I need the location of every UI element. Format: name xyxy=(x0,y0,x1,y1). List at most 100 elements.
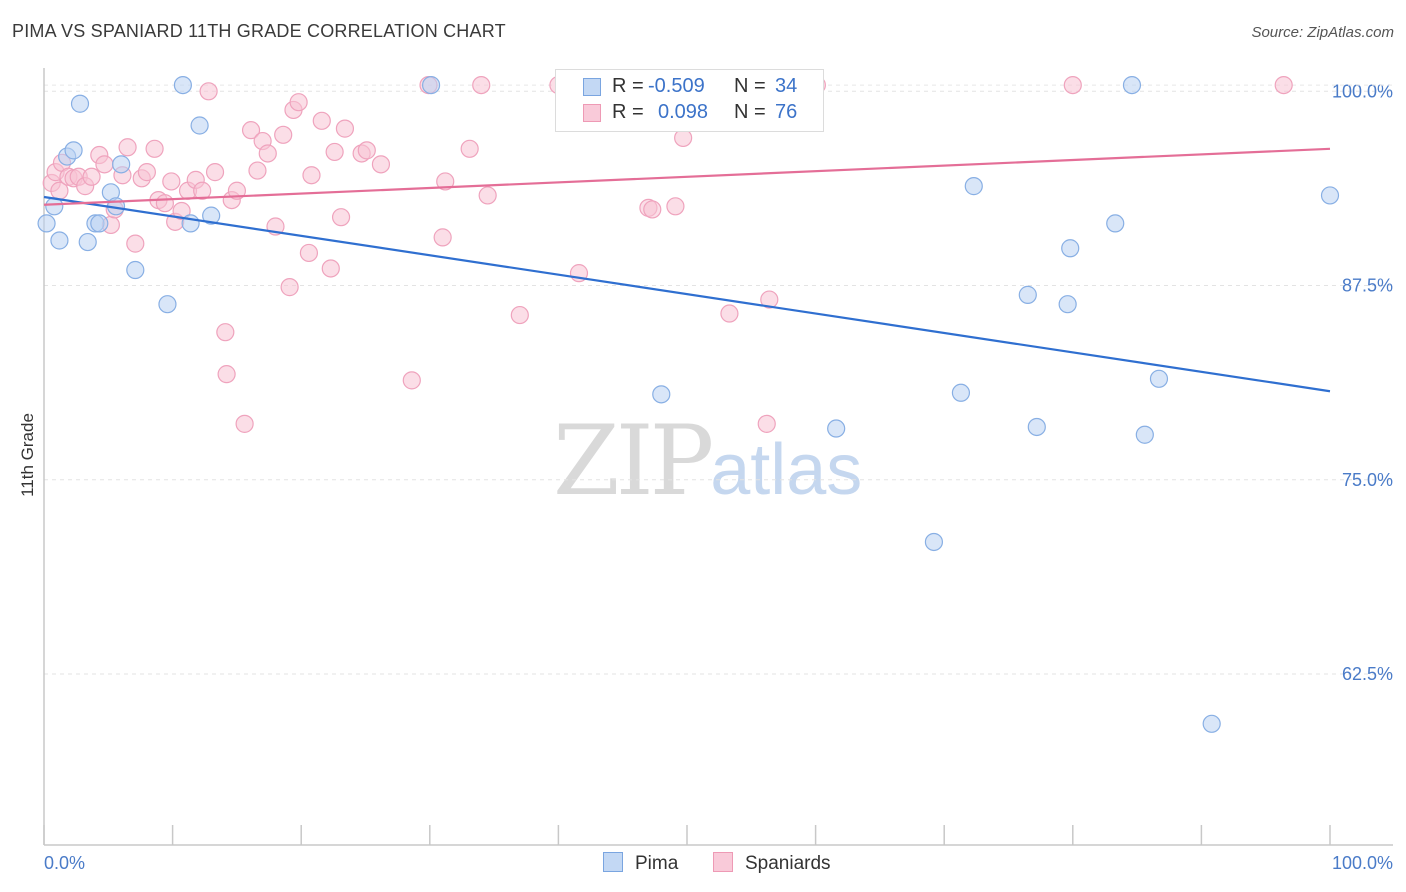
point-spaniards xyxy=(436,172,455,191)
point-pima xyxy=(64,141,83,160)
point-spaniards xyxy=(274,125,293,144)
point-pima xyxy=(190,116,209,135)
point-pima xyxy=(924,532,944,552)
bottom-legend-pima: Pima xyxy=(603,852,678,875)
point-spaniards xyxy=(95,155,114,174)
point-spaniards xyxy=(321,259,340,278)
legend-r-value-spaniards: 0.098 xyxy=(658,101,709,123)
point-spaniards xyxy=(1063,75,1082,95)
point-pima xyxy=(202,206,221,225)
legend-n-label: N = xyxy=(734,101,766,123)
y-tick-label: 62.5% xyxy=(1342,664,1393,684)
point-pima xyxy=(173,75,192,95)
point-spaniards xyxy=(302,166,321,185)
point-spaniards xyxy=(289,93,308,112)
point-pima xyxy=(951,383,971,402)
y-tick-label: 87.5% xyxy=(1342,276,1393,296)
point-spaniards xyxy=(216,323,235,342)
legend-r-label: R = xyxy=(612,101,644,123)
bottom-legend-label-spaniards: Spaniards xyxy=(745,853,831,874)
watermark-zip: ZIP xyxy=(553,405,714,517)
point-spaniards xyxy=(720,304,739,323)
point-pima xyxy=(112,155,131,174)
point-spaniards xyxy=(248,161,267,180)
point-pima xyxy=(1149,369,1169,388)
legend-n-value-pima: 34 xyxy=(775,75,798,97)
legend-n-value-spaniards: 76 xyxy=(775,101,798,123)
point-spaniards xyxy=(126,234,145,253)
point-spaniards xyxy=(325,142,344,162)
legend-r-label: R = xyxy=(612,75,644,97)
point-spaniards xyxy=(137,163,156,182)
point-pima xyxy=(1202,714,1221,733)
bottom-legend-spaniards: Spaniards xyxy=(713,852,831,875)
point-spaniards xyxy=(258,144,277,163)
bottom-legend-label-pima: Pima xyxy=(635,853,679,874)
trend-line-pima xyxy=(43,195,1331,393)
point-pima xyxy=(126,260,145,280)
point-spaniards xyxy=(241,121,261,140)
watermark-atlas: atlas xyxy=(710,430,863,510)
point-spaniards xyxy=(433,228,452,247)
point-spaniards xyxy=(193,181,212,200)
point-spaniards xyxy=(145,139,164,158)
point-pima xyxy=(1106,214,1125,233)
point-spaniards xyxy=(666,197,685,216)
point-spaniards xyxy=(643,200,662,219)
point-spaniards xyxy=(118,138,137,157)
point-spaniards xyxy=(205,163,225,182)
point-pima xyxy=(78,232,97,252)
y-tick-label: 100.0% xyxy=(1332,81,1393,101)
point-spaniards xyxy=(472,75,491,95)
point-spaniards xyxy=(510,305,529,325)
point-spaniards xyxy=(217,365,236,384)
point-spaniards xyxy=(357,141,376,160)
point-spaniards xyxy=(1274,75,1293,95)
point-pima xyxy=(70,94,90,113)
source-credit: Source: ZipAtlas.com xyxy=(1251,24,1394,41)
point-pima xyxy=(1122,75,1142,95)
point-pima xyxy=(158,295,177,314)
point-pima xyxy=(50,231,69,250)
point-spaniards xyxy=(172,201,191,221)
point-spaniards xyxy=(155,194,174,213)
bottom-legend-swatch-pima xyxy=(603,852,623,872)
point-spaniards xyxy=(312,111,331,130)
legend-n-label: N = xyxy=(734,75,766,97)
point-spaniards xyxy=(227,181,246,200)
point-spaniards xyxy=(335,119,355,138)
legend-swatch-pima xyxy=(583,78,601,96)
point-spaniards xyxy=(162,172,181,191)
point-pima xyxy=(964,177,983,196)
point-pima xyxy=(37,214,56,233)
point-pima xyxy=(90,214,109,233)
point-spaniards xyxy=(402,371,421,390)
trend-line-spaniards xyxy=(43,147,1331,206)
point-spaniards xyxy=(280,278,299,297)
legend-swatch-spaniards xyxy=(583,104,601,122)
correlation-legend: R = -0.509 N = 34 R = 0.098 N = 76 xyxy=(555,69,824,132)
point-pima xyxy=(1058,295,1077,314)
point-spaniards xyxy=(757,414,776,433)
point-spaniards xyxy=(460,139,479,158)
bottom-legend-swatch-spaniards xyxy=(713,852,733,872)
legend-r-value-pima: -0.509 xyxy=(648,75,705,97)
point-pima xyxy=(1135,425,1154,444)
point-spaniards xyxy=(199,82,218,101)
point-pima xyxy=(1027,417,1046,437)
point-pima xyxy=(1061,239,1080,258)
legend-row-spaniards: R = 0.098 N = 76 xyxy=(556,101,823,127)
point-spaniards xyxy=(299,243,319,263)
point-pima xyxy=(421,75,441,95)
point-pima xyxy=(827,419,846,438)
x-tick-label-min: 0.0% xyxy=(44,853,85,873)
point-spaniards xyxy=(82,167,101,186)
point-spaniards xyxy=(760,290,779,309)
point-spaniards xyxy=(331,208,351,227)
point-pima xyxy=(1018,285,1037,304)
legend-row-pima: R = -0.509 N = 34 xyxy=(556,75,823,101)
point-spaniards xyxy=(235,414,254,433)
point-spaniards xyxy=(478,186,497,205)
y-tick-label: 75.0% xyxy=(1342,470,1393,490)
